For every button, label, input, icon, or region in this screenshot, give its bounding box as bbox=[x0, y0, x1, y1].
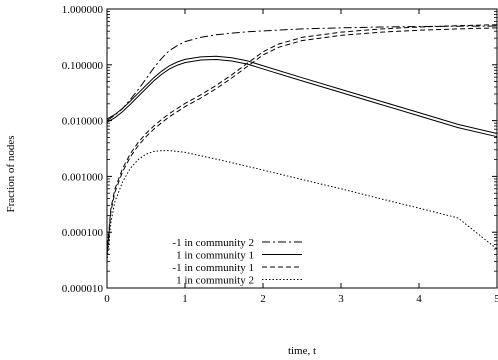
series-line-1 bbox=[106, 25, 498, 122]
series-line-2 bbox=[106, 58, 498, 138]
y-tick-label: 0.000010 bbox=[62, 283, 104, 295]
plot-frame bbox=[106, 8, 498, 289]
series-line-3 bbox=[106, 24, 498, 253]
x-tick-label: 1 bbox=[182, 293, 188, 305]
x-tick-label: 0 bbox=[104, 293, 110, 305]
axes-layer bbox=[106, 8, 498, 289]
x-axis-title: time, t bbox=[288, 345, 316, 357]
x-tick-label: 2 bbox=[260, 293, 266, 305]
x-tick-label: 5 bbox=[494, 293, 498, 305]
y-tick-label: 0.000100 bbox=[62, 227, 104, 239]
ticks-layer: 0 1 2 3 4 5 0.000010 0.000100 0.001000 0.010000 0.… bbox=[62, 4, 498, 305]
x-tick-label: 3 bbox=[338, 293, 344, 305]
legend: -1 in community 21 in community 1-1 in c… bbox=[172, 237, 302, 287]
y-tick-label: 0.100000 bbox=[62, 60, 104, 72]
series-line-4 bbox=[106, 150, 498, 262]
y-tick-label: 1.000000 bbox=[62, 4, 104, 16]
y-tick-label: 0.001000 bbox=[62, 171, 104, 183]
y-axis-title: Fraction of nodes bbox=[5, 136, 17, 213]
series-line-3 bbox=[106, 27, 498, 257]
series-layer bbox=[106, 24, 498, 262]
legend-label-1: -1 in community 2 bbox=[172, 237, 254, 249]
legend-label-2: 1 in community 1 bbox=[176, 250, 254, 262]
series-line-2 bbox=[106, 55, 498, 134]
legend-label-3: -1 in community 1 bbox=[172, 262, 254, 274]
legend-label-4: 1 in community 2 bbox=[176, 275, 254, 287]
x-tick-label: 4 bbox=[416, 293, 422, 305]
y-tick-label: 0.010000 bbox=[62, 116, 104, 128]
